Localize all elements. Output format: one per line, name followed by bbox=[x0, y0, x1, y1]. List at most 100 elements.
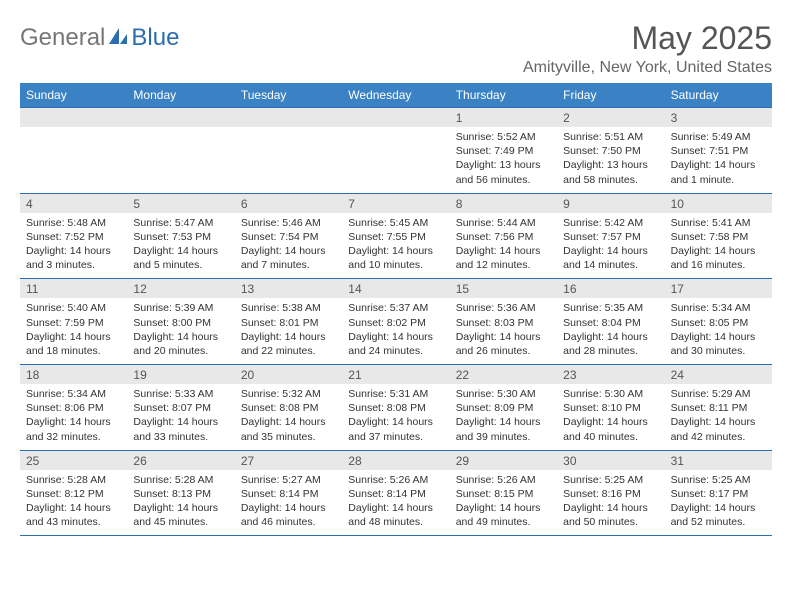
sunset-text: Sunset: 8:03 PM bbox=[456, 316, 551, 330]
day-cell: Sunrise: 5:48 AMSunset: 7:52 PMDaylight:… bbox=[20, 213, 127, 279]
day-header: Saturday bbox=[665, 83, 772, 107]
day-cell: Sunrise: 5:31 AMSunset: 8:08 PMDaylight:… bbox=[342, 384, 449, 450]
date-number: 9 bbox=[557, 194, 664, 213]
day-cell: Sunrise: 5:47 AMSunset: 7:53 PMDaylight:… bbox=[127, 213, 234, 279]
day-cell bbox=[342, 127, 449, 193]
daylight-text: Daylight: 14 hours and 1 minute. bbox=[671, 158, 766, 186]
title-block: May 2025 Amityville, New York, United St… bbox=[523, 20, 772, 77]
sunset-text: Sunset: 8:08 PM bbox=[348, 401, 443, 415]
daylight-text: Daylight: 14 hours and 5 minutes. bbox=[133, 244, 228, 272]
date-number: 4 bbox=[20, 194, 127, 213]
day-cell: Sunrise: 5:26 AMSunset: 8:14 PMDaylight:… bbox=[342, 470, 449, 536]
sunrise-text: Sunrise: 5:48 AM bbox=[26, 216, 121, 230]
day-cell: Sunrise: 5:28 AMSunset: 8:13 PMDaylight:… bbox=[127, 470, 234, 536]
month-title: May 2025 bbox=[523, 20, 772, 57]
date-number: 7 bbox=[342, 194, 449, 213]
date-number: 8 bbox=[450, 194, 557, 213]
sunrise-text: Sunrise: 5:45 AM bbox=[348, 216, 443, 230]
day-cell: Sunrise: 5:29 AMSunset: 8:11 PMDaylight:… bbox=[665, 384, 772, 450]
daylight-text: Daylight: 14 hours and 39 minutes. bbox=[456, 415, 551, 443]
date-strip: 123 bbox=[20, 108, 772, 127]
sunrise-text: Sunrise: 5:36 AM bbox=[456, 301, 551, 315]
daylight-text: Daylight: 14 hours and 50 minutes. bbox=[563, 501, 658, 529]
date-number: 25 bbox=[20, 451, 127, 470]
date-number: 11 bbox=[20, 279, 127, 298]
sunset-text: Sunset: 8:16 PM bbox=[563, 487, 658, 501]
daylight-text: Daylight: 14 hours and 30 minutes. bbox=[671, 330, 766, 358]
daylight-text: Daylight: 14 hours and 32 minutes. bbox=[26, 415, 121, 443]
sunset-text: Sunset: 8:07 PM bbox=[133, 401, 228, 415]
day-header: Sunday bbox=[20, 83, 127, 107]
day-header: Thursday bbox=[450, 83, 557, 107]
daylight-text: Daylight: 14 hours and 28 minutes. bbox=[563, 330, 658, 358]
day-cell: Sunrise: 5:26 AMSunset: 8:15 PMDaylight:… bbox=[450, 470, 557, 536]
sunset-text: Sunset: 8:12 PM bbox=[26, 487, 121, 501]
week-row: 25262728293031Sunrise: 5:28 AMSunset: 8:… bbox=[20, 450, 772, 536]
sunrise-text: Sunrise: 5:46 AM bbox=[241, 216, 336, 230]
sunset-text: Sunset: 7:56 PM bbox=[456, 230, 551, 244]
day-cell: Sunrise: 5:34 AMSunset: 8:06 PMDaylight:… bbox=[20, 384, 127, 450]
day-cell: Sunrise: 5:30 AMSunset: 8:10 PMDaylight:… bbox=[557, 384, 664, 450]
logo-text-general: General bbox=[20, 24, 105, 52]
info-strip: Sunrise: 5:40 AMSunset: 7:59 PMDaylight:… bbox=[20, 298, 772, 364]
sunrise-text: Sunrise: 5:25 AM bbox=[671, 473, 766, 487]
daylight-text: Daylight: 13 hours and 58 minutes. bbox=[563, 158, 658, 186]
date-number: 17 bbox=[665, 279, 772, 298]
daylight-text: Daylight: 14 hours and 24 minutes. bbox=[348, 330, 443, 358]
date-number: 16 bbox=[557, 279, 664, 298]
sunrise-text: Sunrise: 5:40 AM bbox=[26, 301, 121, 315]
sunset-text: Sunset: 8:02 PM bbox=[348, 316, 443, 330]
info-strip: Sunrise: 5:28 AM Sunset: 8:12 PM Daylight:… bbox=[20, 470, 772, 536]
date-number: 12 bbox=[127, 279, 234, 298]
sunset-text: Sunset: 7:57 PM bbox=[563, 230, 658, 244]
logo-text-blue: Blue bbox=[131, 24, 179, 52]
day-cell: Sunrise: 5:33 AMSunset: 8:07 PMDaylight:… bbox=[127, 384, 234, 450]
day-header: Monday bbox=[127, 83, 234, 107]
day-cell: Sunrise: 5:46 AMSunset: 7:54 PMDaylight:… bbox=[235, 213, 342, 279]
sunrise-text: Sunrise: 5:38 AM bbox=[241, 301, 336, 315]
sunset-text: Sunset: 7:58 PM bbox=[671, 230, 766, 244]
sunset-text: Sunset: 8:06 PM bbox=[26, 401, 121, 415]
sunrise-text: Sunrise: 5:31 AM bbox=[348, 387, 443, 401]
date-number bbox=[235, 108, 342, 127]
daylight-text: Daylight: 14 hours and 16 minutes. bbox=[671, 244, 766, 272]
sunset-text: Sunset: 8:11 PM bbox=[671, 401, 766, 415]
sunset-text: Sunset: 7:55 PM bbox=[348, 230, 443, 244]
date-number bbox=[127, 108, 234, 127]
sunrise-text: Sunrise: 5:52 AM bbox=[456, 130, 551, 144]
day-cell: Sunrise: 5:25 AMSunset: 8:16 PMDaylight:… bbox=[557, 470, 664, 536]
date-number: 3 bbox=[665, 108, 772, 127]
day-cell: Sunrise: 5:40 AMSunset: 7:59 PMDaylight:… bbox=[20, 298, 127, 364]
daylight-text: Daylight: 14 hours and 7 minutes. bbox=[241, 244, 336, 272]
sunrise-text: Sunrise: 5:26 AM bbox=[456, 473, 551, 487]
sunrise-text: Sunrise: 5:28 AM bbox=[133, 473, 228, 487]
day-cell: Sunrise: 5:38 AMSunset: 8:01 PMDaylight:… bbox=[235, 298, 342, 364]
date-number: 14 bbox=[342, 279, 449, 298]
info-strip: Sunrise: 5:52 AMSunset: 7:49 PM Daylight:… bbox=[20, 127, 772, 193]
date-number: 29 bbox=[450, 451, 557, 470]
sunset-text: Sunset: 7:49 PM bbox=[456, 144, 551, 158]
sunrise-text: Sunrise: 5:30 AM bbox=[563, 387, 658, 401]
sunset-text: Sunset: 7:54 PM bbox=[241, 230, 336, 244]
day-cell: Sunrise: 5:28 AMSunset: 8:12 PMDaylight:… bbox=[20, 470, 127, 536]
sunset-text: Sunset: 7:53 PM bbox=[133, 230, 228, 244]
date-number: 6 bbox=[235, 194, 342, 213]
day-cell: Sunrise: 5:52 AMSunset: 7:49 PMDaylight:… bbox=[450, 127, 557, 193]
sunset-text: Sunset: 8:09 PM bbox=[456, 401, 551, 415]
sunrise-text: Sunrise: 5:26 AM bbox=[348, 473, 443, 487]
daylight-text: Daylight: 14 hours and 20 minutes. bbox=[133, 330, 228, 358]
daylight-text: Daylight: 14 hours and 35 minutes. bbox=[241, 415, 336, 443]
date-strip: 18192021222324 bbox=[20, 365, 772, 384]
date-number: 28 bbox=[342, 451, 449, 470]
date-number bbox=[20, 108, 127, 127]
date-number: 24 bbox=[665, 365, 772, 384]
day-cell: Sunrise: 5:25 AMSunset: 8:17 PMDaylight:… bbox=[665, 470, 772, 536]
day-cell: Sunrise: 5:45 AMSunset: 7:55 PMDaylight:… bbox=[342, 213, 449, 279]
daylight-text: Daylight: 14 hours and 46 minutes. bbox=[241, 501, 336, 529]
logo-sail-icon bbox=[107, 26, 129, 51]
sunset-text: Sunset: 8:00 PM bbox=[133, 316, 228, 330]
date-strip: 45678910 bbox=[20, 194, 772, 213]
sunrise-text: Sunrise: 5:44 AM bbox=[456, 216, 551, 230]
day-cell bbox=[20, 127, 127, 193]
daylight-text: Daylight: 14 hours and 18 minutes. bbox=[26, 330, 121, 358]
